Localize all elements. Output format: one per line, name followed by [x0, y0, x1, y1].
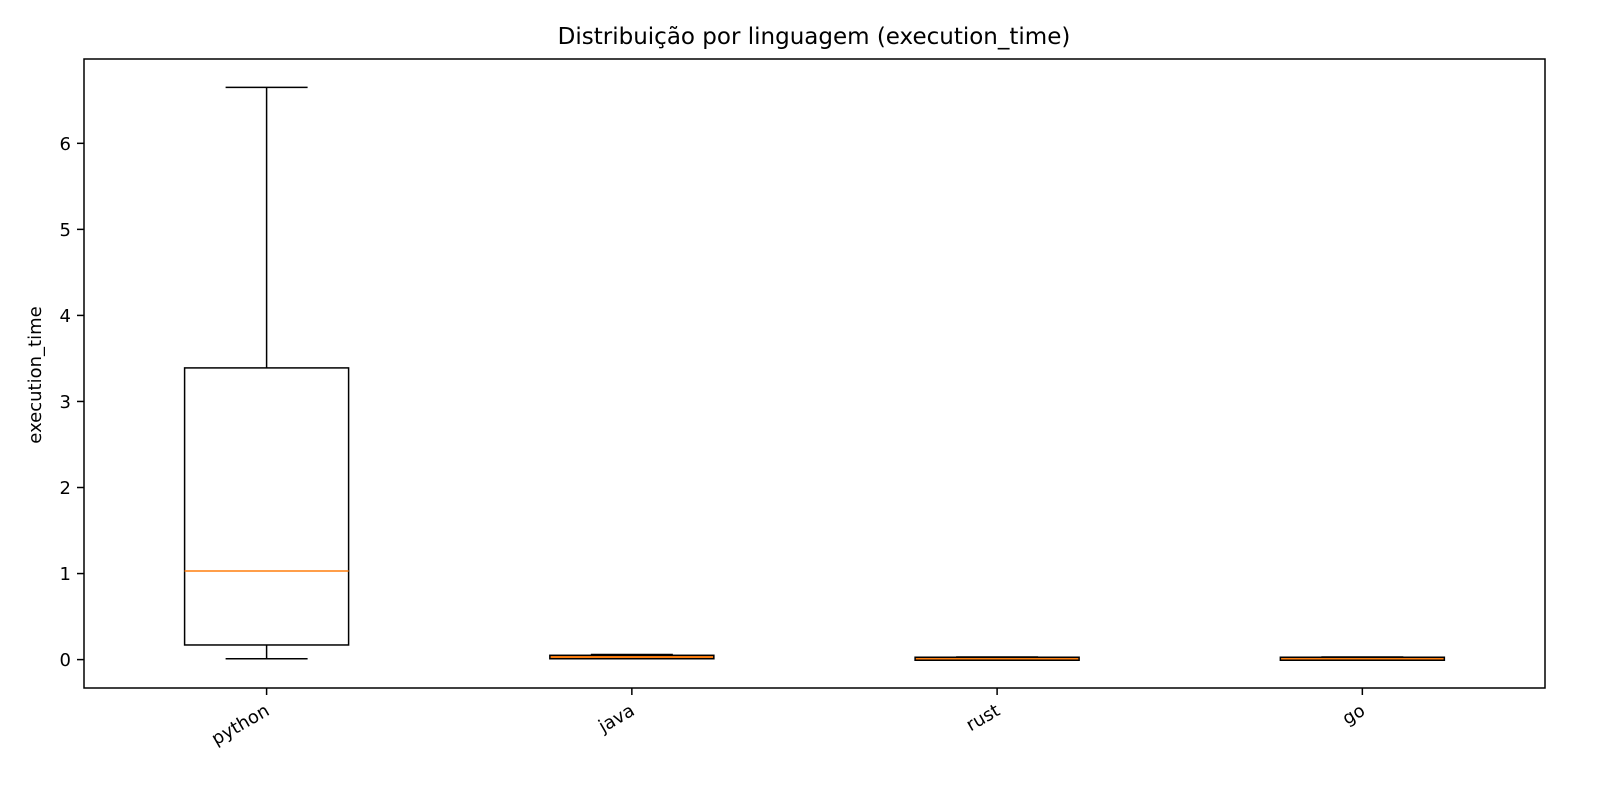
x-axis: python java rust go — [208, 688, 1369, 750]
x-tick-label: rust — [963, 700, 1004, 736]
y-tick-label: 4 — [60, 306, 71, 327]
y-tick-label: 2 — [60, 478, 71, 499]
iqr-box — [183, 367, 350, 646]
iqr-box — [1279, 656, 1446, 661]
x-tick-label: go — [1339, 700, 1369, 729]
box-python — [183, 86, 350, 660]
y-tick-label: 5 — [60, 220, 71, 241]
iqr-box — [914, 656, 1080, 661]
y-axis: 0 1 2 3 4 5 6 — [60, 134, 84, 671]
boxes-group — [183, 86, 1446, 661]
y-tick-label: 6 — [60, 134, 71, 155]
y-tick-label: 1 — [60, 564, 71, 585]
y-tick-label: 3 — [60, 392, 71, 413]
box-go — [1279, 656, 1446, 661]
chart-title: Distribuição por linguagem (execution_ti… — [558, 24, 1071, 50]
box-rust — [914, 656, 1080, 661]
x-tick-label: java — [594, 700, 638, 738]
plot-area-frame — [83, 58, 1546, 689]
box-java — [549, 653, 715, 660]
y-tick-label: 0 — [60, 650, 71, 671]
iqr-box — [549, 654, 715, 660]
y-axis-label: execution_time — [25, 306, 46, 443]
x-tick-label: python — [208, 700, 273, 750]
